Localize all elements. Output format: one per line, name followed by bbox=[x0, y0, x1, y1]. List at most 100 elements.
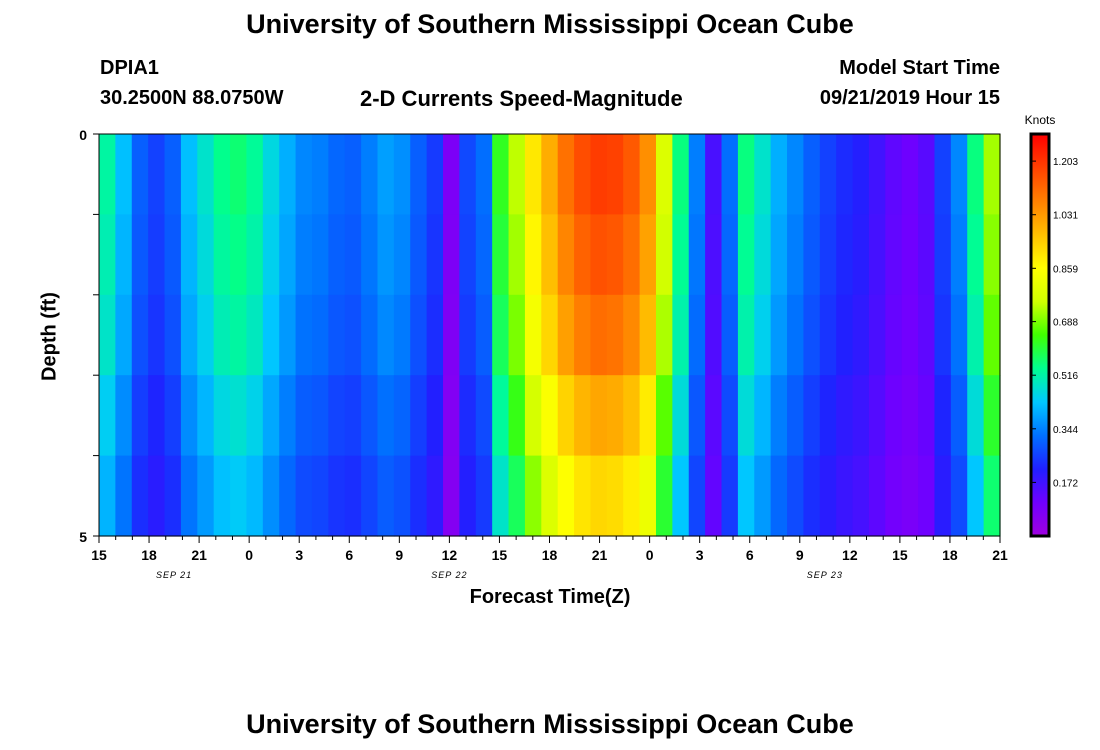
heatmap-cell bbox=[541, 375, 559, 457]
heatmap-cell bbox=[721, 294, 739, 376]
heatmap-cell bbox=[655, 375, 673, 457]
heatmap-cell bbox=[934, 294, 952, 376]
heatmap-cell bbox=[180, 134, 198, 215]
heatmap-cell bbox=[99, 375, 116, 457]
heatmap-cell bbox=[754, 375, 772, 457]
heatmap-cell bbox=[819, 214, 837, 296]
heatmap-cell bbox=[230, 214, 248, 296]
heatmap-cell bbox=[590, 214, 608, 296]
heatmap-cell bbox=[901, 214, 919, 296]
heatmap-cell bbox=[213, 294, 231, 376]
heatmap-cell bbox=[443, 214, 460, 296]
x-tick-label: 6 bbox=[746, 547, 754, 563]
heatmap-cell bbox=[737, 214, 755, 296]
heatmap-cell bbox=[541, 214, 559, 296]
heatmap-cell bbox=[574, 375, 592, 457]
heatmap-cell bbox=[508, 375, 526, 457]
heatmap-cell bbox=[262, 455, 280, 537]
heatmap-cell bbox=[148, 375, 166, 457]
heatmap-cell bbox=[868, 134, 886, 215]
heatmap-cell bbox=[443, 375, 460, 457]
heatmap-cell bbox=[787, 375, 805, 457]
heatmap-cell bbox=[574, 294, 592, 376]
heatmap-cell bbox=[803, 214, 821, 296]
heatmap-cell bbox=[787, 455, 805, 537]
heatmap-cell bbox=[868, 214, 886, 296]
heatmap-cell bbox=[99, 294, 116, 376]
heatmap-cell bbox=[901, 294, 919, 376]
heatmap-cell bbox=[541, 294, 559, 376]
model-start-value: 09/21/2019 Hour 15 bbox=[819, 87, 1000, 109]
heatmap-cell bbox=[901, 375, 919, 457]
heatmap-cell bbox=[983, 294, 1001, 376]
heatmap-cell bbox=[950, 294, 968, 376]
heatmap-cell bbox=[705, 375, 723, 457]
heatmap-cell bbox=[115, 294, 133, 376]
heatmap-cell bbox=[475, 294, 493, 376]
heatmap-cell bbox=[492, 455, 510, 537]
heatmap-cell bbox=[672, 134, 690, 215]
heatmap-cell bbox=[197, 294, 215, 376]
heatmap-cell bbox=[655, 134, 673, 215]
heatmap-cell bbox=[328, 134, 346, 215]
heatmap-cell bbox=[983, 375, 1001, 457]
heatmap-cell bbox=[983, 214, 1001, 296]
heatmap-cell bbox=[344, 134, 362, 215]
heatmap-cell bbox=[770, 214, 788, 296]
heatmap-cell bbox=[918, 214, 936, 296]
heatmap-cell bbox=[754, 214, 772, 296]
x-tick-label: 0 bbox=[646, 547, 654, 563]
heatmap-cell bbox=[377, 214, 395, 296]
heatmap-cell bbox=[967, 214, 985, 296]
heatmap-cell bbox=[934, 214, 952, 296]
heatmap-cell bbox=[230, 375, 248, 457]
heatmap-cell bbox=[443, 294, 460, 376]
heatmap-cell bbox=[868, 375, 886, 457]
heatmap-cell bbox=[606, 214, 624, 296]
heatmap-cell bbox=[639, 134, 657, 215]
heatmap-cell bbox=[361, 214, 379, 296]
heatmap-cell bbox=[426, 294, 444, 376]
colorbar-gradient bbox=[1029, 132, 1051, 538]
heatmap-cell bbox=[246, 294, 264, 376]
x-tick-label: 18 bbox=[141, 547, 157, 563]
heatmap-cell bbox=[328, 294, 346, 376]
heatmap-cell bbox=[754, 294, 772, 376]
footer-title: University of Southern Mississippi Ocean… bbox=[246, 709, 854, 739]
heatmap-cell bbox=[492, 134, 510, 215]
heatmap-cell bbox=[770, 455, 788, 537]
x-axis: 15 18 21 0 3 6 9 12 15 18 21 0 3 6 9 12 15 18 21 SEP 21 SEP … bbox=[91, 536, 1008, 580]
heatmap-cell bbox=[262, 214, 280, 296]
heatmap-cell bbox=[950, 214, 968, 296]
chart-subtitle: 2-D Currents Speed-Magnitude bbox=[360, 86, 683, 111]
heatmap-cell bbox=[279, 294, 297, 376]
date-label: SEP 21 bbox=[156, 570, 192, 580]
heatmap-cell bbox=[967, 455, 985, 537]
heatmap-cell bbox=[344, 214, 362, 296]
x-tick-label: 3 bbox=[295, 547, 303, 563]
colorbar-tick-label: 1.031 bbox=[1053, 211, 1078, 222]
heatmap-cell bbox=[393, 214, 411, 296]
heatmap-cell bbox=[557, 455, 575, 537]
x-tick-label: 12 bbox=[842, 547, 858, 563]
heatmap-cell bbox=[852, 455, 870, 537]
heatmap-cell bbox=[967, 294, 985, 376]
heatmap-cell bbox=[868, 455, 886, 537]
heatmap-cell bbox=[574, 134, 592, 215]
heatmap-cell bbox=[737, 134, 755, 215]
heatmap-cell bbox=[606, 134, 624, 215]
heatmap-cell bbox=[950, 455, 968, 537]
heatmap-cell bbox=[918, 455, 936, 537]
heatmap-cell bbox=[262, 294, 280, 376]
heatmap-cell bbox=[639, 455, 657, 537]
heatmap-cell bbox=[524, 134, 542, 215]
x-tick-label: 21 bbox=[191, 547, 207, 563]
heatmap-cell bbox=[918, 375, 936, 457]
heatmap-cell bbox=[655, 214, 673, 296]
heatmap-cell bbox=[475, 455, 493, 537]
heatmap-cell bbox=[754, 134, 772, 215]
heatmap-cell bbox=[164, 455, 182, 537]
heatmap-cell bbox=[934, 375, 952, 457]
heatmap-cell bbox=[803, 375, 821, 457]
date-label: SEP 22 bbox=[431, 570, 467, 580]
